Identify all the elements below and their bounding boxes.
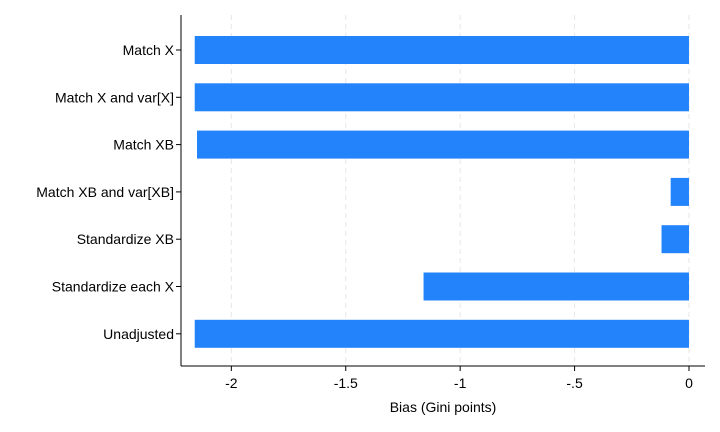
x-axis-title: Bias (Gini points) <box>390 399 497 415</box>
x-tick-label: -1.5 <box>334 375 358 391</box>
x-tick-label: -1 <box>454 375 467 391</box>
category-label: Standardize each X <box>52 279 175 295</box>
category-label: Unadjusted <box>103 326 174 342</box>
x-tick-labels: -2 -1.5 -1 -.5 0 <box>225 366 693 391</box>
category-labels: Match X Match X and var[X] Match XB Match X… <box>36 42 181 342</box>
bar <box>194 83 689 112</box>
bar <box>194 319 689 348</box>
category-label: Match XB <box>113 137 174 153</box>
x-tick-label: 0 <box>685 375 693 391</box>
x-tick-label: -2 <box>225 375 238 391</box>
gridlines <box>230 15 690 366</box>
bar <box>197 130 689 159</box>
bar <box>423 272 689 301</box>
bar <box>670 177 689 206</box>
bar <box>194 36 689 64</box>
axes <box>180 15 705 367</box>
bar <box>661 225 689 254</box>
category-label: Match X and var[X] <box>55 89 174 105</box>
category-label: Match X <box>123 42 175 58</box>
bars <box>194 36 689 348</box>
category-label: Match XB and var[XB] <box>36 184 174 200</box>
x-tick-label: -.5 <box>566 375 583 391</box>
category-label: Standardize XB <box>77 231 174 247</box>
